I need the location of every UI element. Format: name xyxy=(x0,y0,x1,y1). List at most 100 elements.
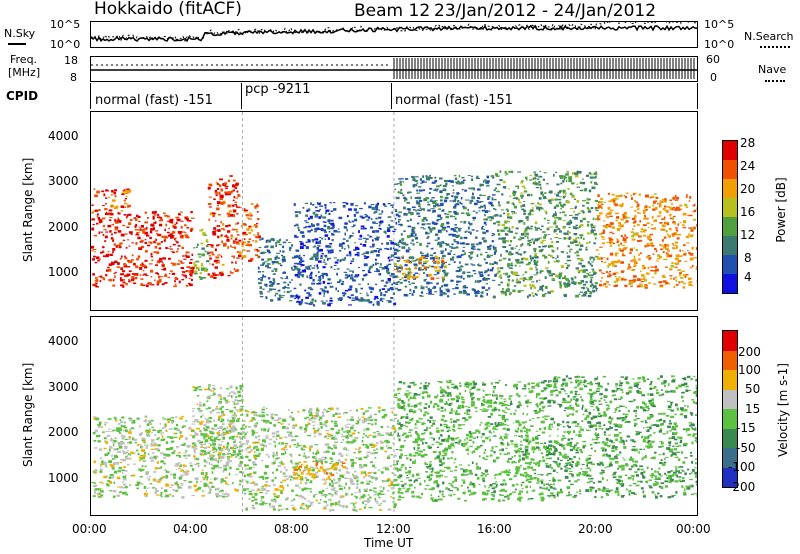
power-region xyxy=(238,203,261,262)
cpid-segment-2: pcp -9211 xyxy=(245,82,311,97)
velocity-ytick-3000: 3000 xyxy=(48,380,79,394)
velocity-cbar-tick-50: 50 xyxy=(745,382,761,396)
power-colorbar-swatch xyxy=(723,255,737,274)
velocity-region xyxy=(293,460,347,481)
freq-unit-label: [MHz] xyxy=(8,66,41,79)
velocity-cbar-tick-neg50: -50 xyxy=(736,441,756,455)
velocity-plot xyxy=(90,316,698,516)
power-colorbar-swatch xyxy=(723,179,737,198)
velocity-colorbar-swatch xyxy=(723,428,737,448)
velocity-cbar-tick-200: 200 xyxy=(738,345,761,359)
freq-tick-bottom: 8 xyxy=(70,71,77,84)
velocity-colorbar-swatch xyxy=(723,331,737,351)
nsky-tick-top: 10^5 xyxy=(50,18,81,31)
freq-label: Freq. xyxy=(10,53,38,66)
velocity-colorbar-swatch xyxy=(723,370,737,390)
velocity-region xyxy=(394,379,549,502)
nave-tick-bottom: 0 xyxy=(710,71,717,84)
nave-legend-line xyxy=(765,80,785,82)
power-ytick-1000: 1000 xyxy=(48,265,79,279)
velocity-heatmap xyxy=(91,317,697,515)
xtick-4: 16:00 xyxy=(477,522,512,536)
cpid-segment-1: normal (fast) -151 xyxy=(95,93,213,108)
power-ytick-3000: 3000 xyxy=(48,174,79,188)
nave-tick-top: 60 xyxy=(706,53,720,66)
date-range: 23/Jan/2012 - 24/Jan/2012 xyxy=(434,1,657,21)
power-region xyxy=(293,201,397,307)
power-colorbar-swatch xyxy=(723,217,737,236)
power-colorbar-swatch xyxy=(723,160,737,179)
velocity-colorbar-label: Velocity [m s-1] xyxy=(776,363,790,457)
cpid-label: CPID xyxy=(6,89,39,103)
velocity-colorbar-swatch xyxy=(723,467,737,487)
cpid-divider-2 xyxy=(391,83,392,109)
power-colorbar-swatch xyxy=(723,141,737,160)
power-cbar-tick-28: 28 xyxy=(740,136,756,150)
power-region xyxy=(257,237,297,302)
velocity-region xyxy=(242,406,398,513)
velocity-cbar-tick-100: 100 xyxy=(738,363,761,377)
velocity-region xyxy=(192,384,246,462)
velocity-ytick-2000: 2000 xyxy=(48,425,79,439)
nsearch-tick-top: 10^5 xyxy=(704,18,735,31)
power-region xyxy=(91,210,195,288)
xaxis-label: Time UT xyxy=(364,536,414,550)
velocity-cbar-tick-15: 15 xyxy=(745,402,761,416)
nsky-panel xyxy=(90,21,698,48)
velocity-colorbar-swatch xyxy=(723,389,737,409)
nsky-series xyxy=(91,24,697,43)
nsearch-label: N.Search xyxy=(744,30,794,43)
velocity-cbar-tick-neg200: -200 xyxy=(728,480,756,494)
nsky-tick-bottom: 10^0 xyxy=(50,38,81,51)
cpid-segment-3: normal (fast) -151 xyxy=(395,93,513,108)
power-cbar-tick-20: 20 xyxy=(740,182,756,196)
velocity-ytick-4000: 4000 xyxy=(48,334,79,348)
power-colorbar-swatch xyxy=(723,236,737,255)
power-plot xyxy=(90,111,698,311)
power-region xyxy=(495,170,599,299)
xtick-2: 08:00 xyxy=(274,522,309,536)
xtick-5: 20:00 xyxy=(578,522,613,536)
nsky-legend-line xyxy=(8,43,26,45)
nsearch-tick-bottom: 10^0 xyxy=(704,38,735,51)
velocity-colorbar-swatch xyxy=(723,409,737,429)
nsearch-series xyxy=(91,22,696,43)
nsearch-legend-line xyxy=(760,46,790,48)
velocity-region xyxy=(91,415,245,499)
power-ytick-4000: 4000 xyxy=(48,129,79,143)
velocity-cbar-tick-neg100: -100 xyxy=(728,460,756,474)
freq-tick-top: 18 xyxy=(64,54,78,67)
freq-panel xyxy=(90,56,698,82)
velocity-cbar-tick-neg15: -15 xyxy=(736,421,756,435)
power-heatmap xyxy=(91,112,697,310)
power-region xyxy=(394,255,448,280)
beam-label: Beam 12 xyxy=(354,1,431,21)
power-ytick-2000: 2000 xyxy=(48,220,79,234)
nave-series xyxy=(393,58,695,79)
xtick-0: 00:00 xyxy=(72,522,107,536)
xtick-6: 00:00 xyxy=(676,522,711,536)
power-cbar-tick-24: 24 xyxy=(740,159,756,173)
power-colorbar xyxy=(722,140,738,294)
velocity-ylabel: Slant Range [km] xyxy=(21,362,35,467)
xtick-1: 04:00 xyxy=(173,522,208,536)
cpid-divider-1 xyxy=(241,83,242,109)
freq-trace xyxy=(91,58,697,79)
power-colorbar-label: Power [dB] xyxy=(774,177,788,243)
power-region xyxy=(192,228,210,280)
power-colorbar-swatch xyxy=(723,198,737,217)
cpid-panel: normal (fast) -151 pcp -9211 normal (fas… xyxy=(90,82,698,109)
power-region xyxy=(596,192,697,289)
velocity-colorbar xyxy=(722,330,738,488)
power-region xyxy=(91,188,132,213)
velocity-colorbar-swatch xyxy=(723,350,737,370)
power-cbar-tick-8: 8 xyxy=(744,251,752,265)
power-colorbar-swatch xyxy=(723,274,737,293)
nsky-trace xyxy=(91,22,697,43)
power-region xyxy=(207,174,241,279)
nave-label: Nave xyxy=(758,63,787,76)
power-region xyxy=(394,174,499,299)
power-cbar-tick-12: 12 xyxy=(740,228,756,242)
velocity-colorbar-swatch xyxy=(723,448,737,468)
station-title: Hokkaido (fitACF) xyxy=(94,0,242,19)
